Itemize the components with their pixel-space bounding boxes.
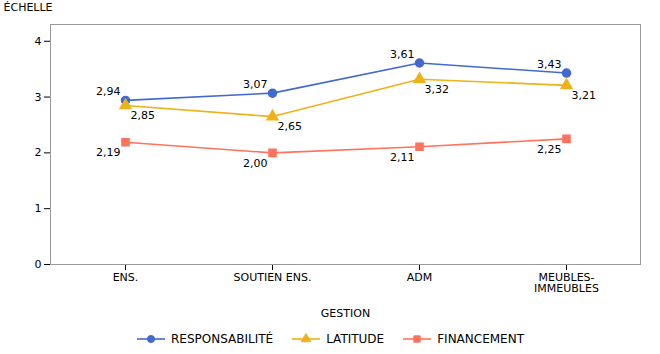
html-text:LATITUDE: LATITUDE (326, 332, 385, 346)
svg-text:3,32: 3,32 (425, 83, 450, 96)
svg-text:0: 0 (35, 258, 42, 271)
svg-text:2,65: 2,65 (278, 120, 303, 133)
svg-text:3: 3 (35, 91, 42, 104)
svg-text:4: 4 (35, 35, 42, 48)
svg-text:ENS.: ENS. (113, 271, 139, 284)
svg-text:ADM: ADM (407, 271, 433, 284)
svg-text:1: 1 (35, 202, 42, 215)
svg-text:2,00: 2,00 (243, 157, 268, 170)
svg-text:2,85: 2,85 (131, 109, 156, 122)
svg-text:SOUTIEN ENS.: SOUTIEN ENS. (234, 271, 312, 284)
html-text:RESPONSABILITÉ: RESPONSABILITÉ (171, 332, 274, 346)
svg-text:2,19: 2,19 (96, 146, 121, 159)
svg-text:3,61: 3,61 (390, 48, 415, 61)
svg-text:2,94: 2,94 (96, 85, 121, 98)
svg-text:2: 2 (35, 146, 42, 159)
svg-text:ÉCHELLE: ÉCHELLE (4, 1, 53, 14)
svg-text:2,25: 2,25 (537, 143, 562, 156)
svg-text:3,43: 3,43 (537, 58, 562, 71)
svg-text:3,21: 3,21 (572, 89, 597, 102)
svg-text:2,11: 2,11 (390, 151, 415, 164)
svg-text:GESTION: GESTION (321, 307, 370, 320)
html-text:FINANCEMENT: FINANCEMENT (437, 332, 524, 346)
svg-text:MEUBLES-IMMEUBLES: MEUBLES-IMMEUBLES (534, 271, 599, 295)
svg-text:3,07: 3,07 (243, 78, 268, 91)
